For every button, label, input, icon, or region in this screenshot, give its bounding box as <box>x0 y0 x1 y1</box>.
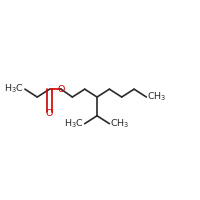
Text: CH$_3$: CH$_3$ <box>147 91 167 103</box>
Text: CH$_3$: CH$_3$ <box>110 117 130 130</box>
Text: H$_3$C: H$_3$C <box>64 117 84 130</box>
Text: O: O <box>57 85 65 94</box>
Text: H$_3$C: H$_3$C <box>4 83 24 95</box>
Text: O: O <box>46 109 53 118</box>
